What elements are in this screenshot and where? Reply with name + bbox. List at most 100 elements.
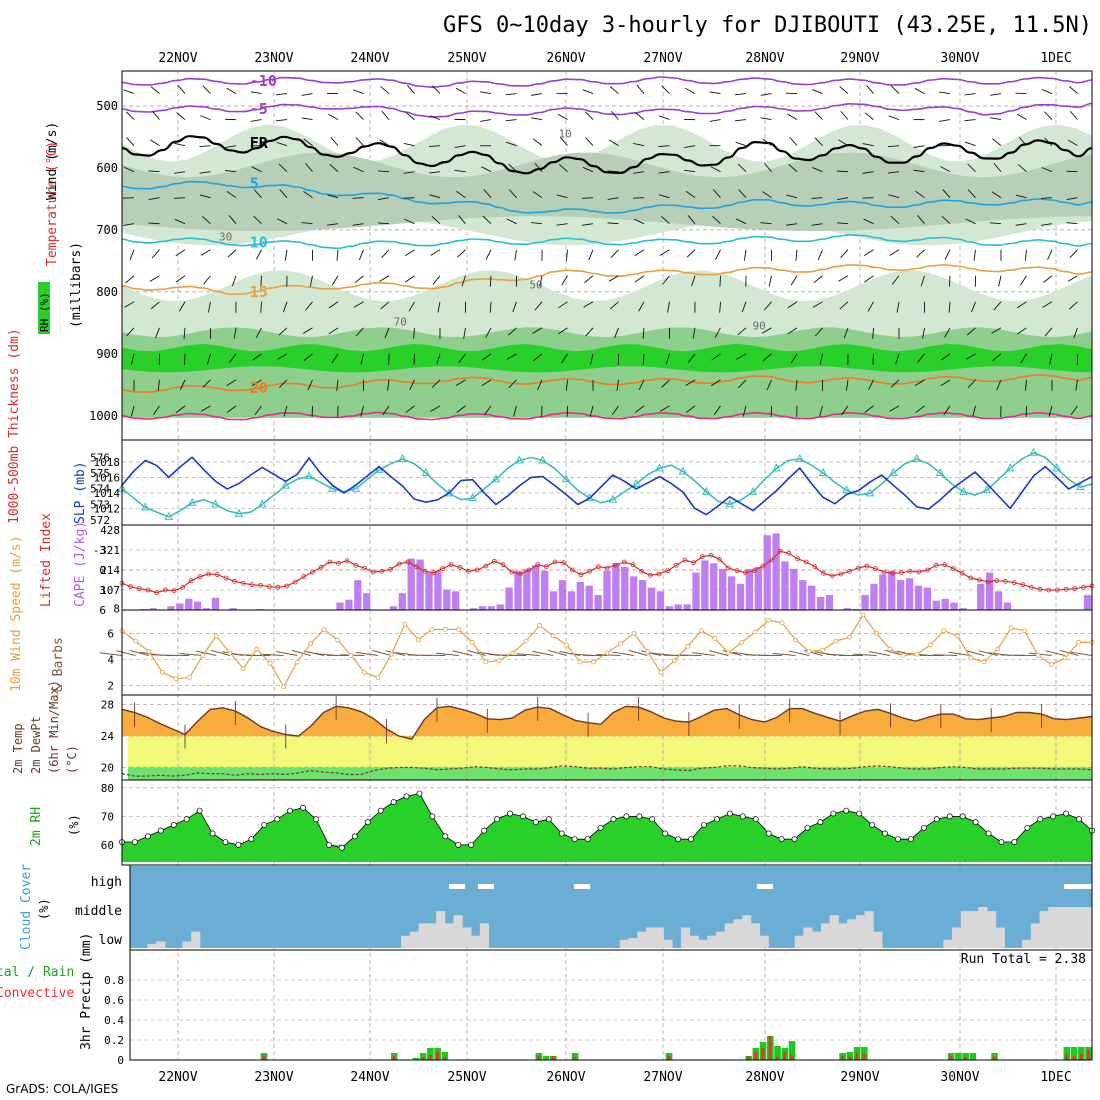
wind-barb <box>206 353 211 365</box>
thickness-point <box>982 485 992 494</box>
wind-barb <box>1067 139 1078 147</box>
wind-barb <box>634 405 645 413</box>
surface-wind-barb <box>303 650 325 656</box>
wind-barb <box>405 249 415 257</box>
wind-barb <box>790 353 798 364</box>
thickness-point <box>1052 463 1062 472</box>
rh-point <box>959 813 966 820</box>
thickness-line <box>121 451 1093 518</box>
wind-barb <box>738 379 747 389</box>
wind-barb <box>1041 89 1053 95</box>
wind-barb <box>787 301 798 309</box>
cloud-unit-label: (%) <box>37 898 51 920</box>
wind-barb <box>284 249 288 261</box>
wind-speed-point <box>254 646 260 652</box>
cape-tick-label: 321 <box>100 544 120 557</box>
lifted-index-point <box>699 554 705 560</box>
cape-bar <box>941 598 949 610</box>
wind-barb <box>254 405 262 416</box>
isotherm-label: 15 <box>250 283 268 301</box>
wind-barb <box>836 170 849 173</box>
top-date-label: 28NOV <box>745 51 784 66</box>
wind-barb <box>405 405 415 413</box>
lifted-index-point <box>829 573 835 579</box>
lifted-index-point <box>665 568 671 574</box>
wind-speed-point <box>847 634 852 640</box>
lifted-index-point <box>301 574 307 580</box>
wind-speed-point <box>1022 628 1028 634</box>
thickness-point <box>141 502 150 511</box>
low-cloud-bar <box>864 911 874 948</box>
lifted-index-point <box>396 561 402 567</box>
high-cloud-gap <box>1064 884 1092 889</box>
thickness-point <box>164 511 174 520</box>
top-date-label: 23NOV <box>254 51 293 66</box>
low-cloud-bar <box>978 907 988 948</box>
wind-barb <box>837 222 849 225</box>
wind-barb <box>611 110 619 120</box>
precip-axis-label: 3hr Precip (mm) <box>79 933 94 1050</box>
wind-barb <box>864 405 874 413</box>
wind-barb <box>814 327 823 337</box>
thickness-point <box>187 497 197 506</box>
thickness-point <box>655 463 664 472</box>
wind-speed-point <box>281 684 287 690</box>
wind-speed-point <box>671 658 677 664</box>
lifted-index-point <box>725 565 731 571</box>
low-cloud-bar <box>628 938 638 948</box>
precip-convective-bar <box>1079 1054 1083 1060</box>
surface-wind-barb <box>99 652 123 656</box>
wind-barb <box>817 249 823 261</box>
wind-barb <box>685 405 696 413</box>
rh2m-axis-label: 2m RH <box>29 807 44 846</box>
wind-barb <box>175 249 186 257</box>
wind-barb <box>384 327 390 339</box>
low-cloud-bar <box>453 915 463 948</box>
lifted-index-point <box>899 570 904 576</box>
wind-barb <box>124 301 135 308</box>
cape-bar <box>585 585 593 610</box>
thickness-point <box>234 508 244 517</box>
lifted-index-point <box>838 571 844 577</box>
wind-speed-point <box>173 676 179 682</box>
rh-point <box>623 813 630 820</box>
lifted-index-point <box>1072 586 1078 592</box>
lifted-index-point <box>284 583 289 589</box>
wind-speed-point <box>550 633 556 639</box>
cape-bar <box>603 570 611 610</box>
wind-barb <box>408 301 415 312</box>
wind-barb <box>202 379 211 388</box>
lifted-index-point <box>994 578 1000 584</box>
wind-barb <box>616 379 619 391</box>
wind-speed-point <box>308 641 314 647</box>
wind-barb <box>327 223 339 226</box>
wind-speed-point <box>766 617 772 623</box>
thickness-point <box>725 499 735 508</box>
wind-barb <box>940 166 951 173</box>
wind-barb <box>226 191 237 199</box>
low-cloud-bar <box>663 939 673 948</box>
wind-barb <box>786 223 798 226</box>
wind-barb <box>788 164 798 173</box>
wind-barb <box>309 275 313 287</box>
surface-wind-barb <box>1070 651 1093 656</box>
thickness-point <box>538 455 548 464</box>
wind-barb <box>431 379 441 388</box>
wind-barb <box>763 301 772 311</box>
precip-convective-bar <box>790 1055 794 1060</box>
wind-barb <box>255 327 262 338</box>
lifted-index-point <box>431 570 437 576</box>
wind-barb <box>565 249 568 261</box>
wind-speed-point <box>227 650 233 656</box>
precip-convective-bar <box>435 1052 439 1060</box>
rh-point <box>261 821 268 828</box>
wind-barb <box>735 119 747 122</box>
cape-bar <box>612 563 620 610</box>
rh-point <box>183 816 190 823</box>
rh-point <box>726 810 733 817</box>
pressure-tick-label: 600 <box>96 161 118 175</box>
high-cloud-gap <box>477 884 494 889</box>
thickness-point <box>257 499 267 508</box>
wind-barb <box>684 145 696 148</box>
cape-bar <box>674 604 682 610</box>
